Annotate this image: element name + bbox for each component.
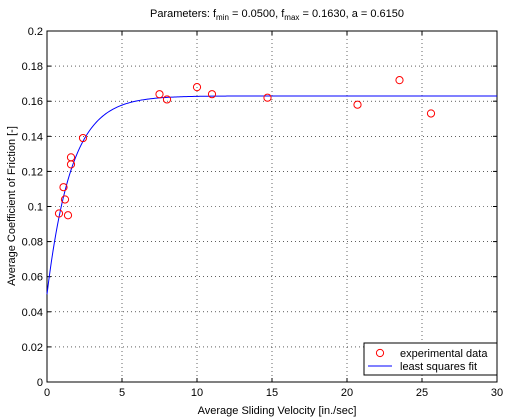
y-tick-label: 0 — [37, 377, 43, 389]
chart-title: Parameters: fmin = 0.0500, fmax = 0.1630… — [150, 8, 404, 22]
x-tick-label: 10 — [191, 387, 203, 399]
chart-title-mid1: = 0.0500, f — [229, 8, 285, 20]
legend-label-fit: least squares fit — [400, 361, 477, 373]
y-tick-label: 0.16 — [22, 96, 43, 108]
data-point — [395, 76, 404, 85]
chart-title-sub-min: min — [216, 13, 229, 22]
y-tick-label: 0.06 — [22, 272, 43, 284]
fit-line — [46, 95, 497, 295]
y-tick-label: 0.14 — [22, 131, 43, 143]
y-axis-label: Average Coefficient of Friction [-] — [6, 126, 18, 286]
x-tick-label: 25 — [416, 387, 428, 399]
y-tick-label: 0.02 — [22, 342, 43, 354]
x-tick-label: 20 — [341, 387, 353, 399]
y-tick-label: 0.18 — [22, 61, 43, 73]
data-point — [192, 83, 202, 92]
data-point — [263, 93, 272, 102]
chart-title-sub-max: max — [284, 13, 299, 22]
chart-title-pre: Parameters: f — [150, 8, 217, 20]
data-point — [78, 133, 88, 143]
x-tick-label: 5 — [119, 387, 125, 399]
x-tick-label: 30 — [491, 387, 503, 399]
legend: experimental data least squares fit — [363, 342, 498, 376]
legend-label-experimental: experimental data — [400, 348, 488, 360]
data-point — [66, 153, 76, 162]
data-point — [59, 183, 68, 192]
plot-area — [46, 76, 497, 295]
tick-labels: 0 5 10 15 20 25 30 0 0.02 0.04 0.06 0.08 0.1 0.12 0.14… — [22, 26, 504, 399]
y-tick-label: 0.04 — [22, 307, 43, 319]
data-point — [426, 109, 436, 118]
data-point — [63, 211, 73, 220]
data-point — [155, 90, 164, 99]
data-point — [207, 90, 217, 99]
x-axis-label: Average Sliding Velocity [in./sec] — [198, 405, 357, 417]
x-tick-label: 0 — [44, 387, 50, 399]
data-point — [54, 209, 64, 218]
axes — [46, 30, 498, 383]
x-tick-label: 15 — [266, 387, 278, 399]
y-tick-label: 0.12 — [22, 166, 43, 178]
grid — [47, 31, 497, 382]
y-tick-label: 0.08 — [22, 237, 43, 249]
data-point — [162, 95, 172, 104]
legend-marker-experimental — [375, 348, 385, 358]
data-point — [60, 195, 70, 204]
chart-title-mid2: = 0.1630, a = 0.6150 — [299, 8, 404, 20]
data-point — [66, 160, 76, 169]
data-point — [353, 100, 362, 109]
legend-box — [363, 342, 498, 376]
y-tick-label: 0.1 — [28, 202, 43, 214]
y-tick-label: 0.2 — [28, 26, 43, 38]
